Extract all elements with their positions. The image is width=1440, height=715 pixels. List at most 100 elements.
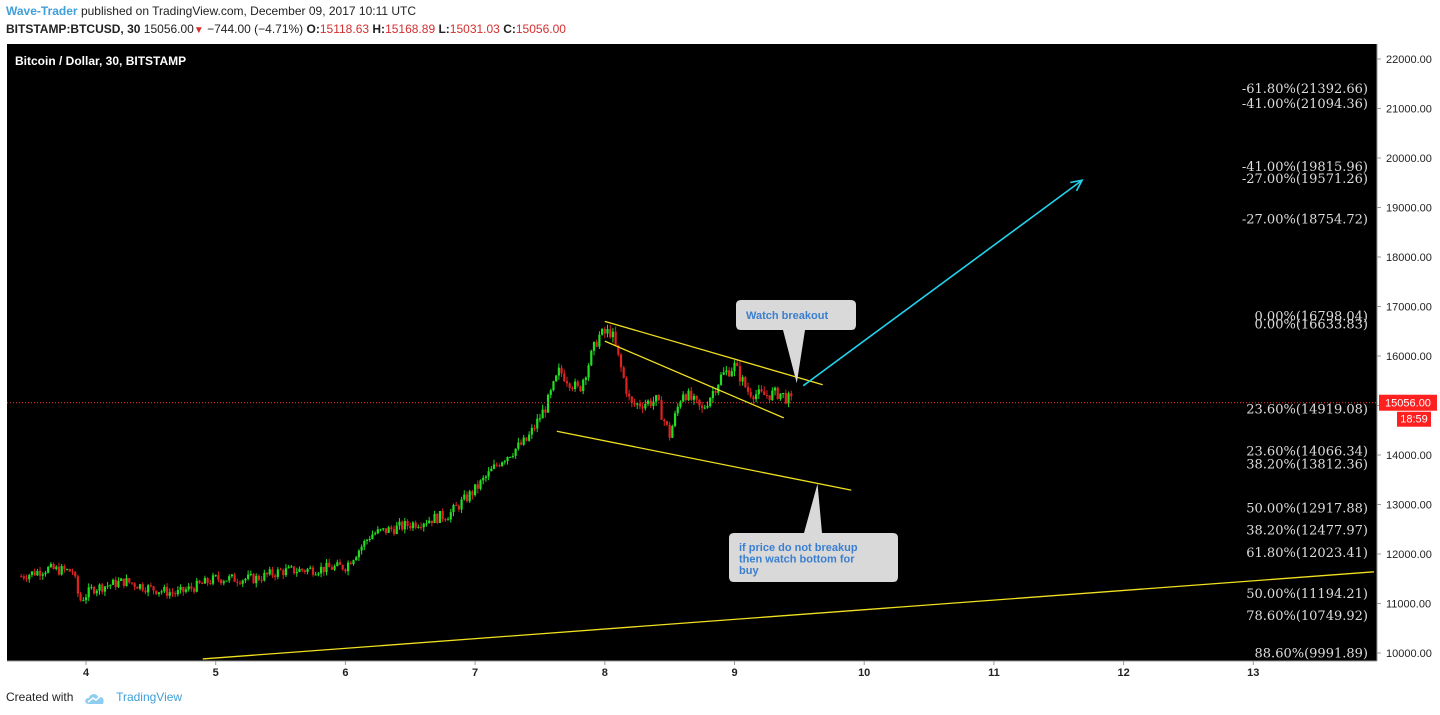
candle-body xyxy=(171,592,174,594)
candle-body xyxy=(482,477,485,481)
candle xyxy=(579,385,582,392)
x-tick-label: 8 xyxy=(602,667,608,679)
fib-level-label: 50.00%(11194.21) xyxy=(1246,587,1368,602)
candle-body xyxy=(760,389,763,392)
candle-body xyxy=(463,494,466,500)
candle xyxy=(444,518,447,522)
candle-body xyxy=(222,581,225,584)
candle-body xyxy=(474,484,477,496)
y-tick-label: 22000.00 xyxy=(1386,54,1432,66)
candle-body xyxy=(122,578,125,586)
candle xyxy=(433,510,436,524)
fib-level-label: 38.20%(12477.97) xyxy=(1246,523,1368,538)
candle xyxy=(533,424,536,432)
candle xyxy=(660,396,663,420)
candle xyxy=(727,367,731,378)
candle xyxy=(238,580,242,586)
candle-body xyxy=(360,546,363,551)
candle-body xyxy=(82,600,85,602)
y-tick-label: 11000.00 xyxy=(1386,599,1431,611)
callout-bottom-buy: if price do not breakup then watch bottom… xyxy=(729,483,898,582)
candle xyxy=(782,392,785,399)
candle xyxy=(576,379,579,388)
candle-body xyxy=(709,397,712,406)
candle xyxy=(255,573,258,588)
candle xyxy=(292,566,296,575)
candle-body xyxy=(63,566,66,570)
candle-body xyxy=(503,461,506,463)
candle xyxy=(182,586,185,596)
candle-body xyxy=(341,564,344,570)
arrow-head-icon xyxy=(1070,179,1084,192)
author-link[interactable]: Wave-Trader xyxy=(6,4,78,18)
candle-body xyxy=(74,572,77,577)
y-tick-label: 12000.00 xyxy=(1386,549,1432,561)
candle xyxy=(174,591,177,598)
candle-body xyxy=(38,570,42,576)
candle xyxy=(379,528,382,532)
candle xyxy=(771,387,774,401)
candle xyxy=(157,592,161,597)
candle-body xyxy=(722,372,725,375)
candle xyxy=(544,406,547,418)
candle xyxy=(746,382,750,395)
candle-body xyxy=(660,400,663,420)
candle xyxy=(622,365,625,379)
candle xyxy=(682,391,685,403)
candle xyxy=(25,574,28,582)
candle xyxy=(328,558,331,568)
candle-body xyxy=(749,391,752,397)
candle-body xyxy=(428,520,431,524)
candle-body xyxy=(571,387,574,390)
candle xyxy=(441,508,444,523)
candle xyxy=(571,386,574,392)
candle-body xyxy=(198,580,201,584)
candle-body xyxy=(98,584,101,591)
trendline-upper-wedge xyxy=(604,320,823,386)
candle xyxy=(276,567,279,580)
candle-body xyxy=(301,568,304,571)
y-tick-label: 16000.00 xyxy=(1386,351,1432,363)
candle-body xyxy=(741,377,744,382)
candle xyxy=(90,584,93,590)
candle xyxy=(530,424,533,439)
fib-level-label: 50.00%(12917.88) xyxy=(1246,502,1368,517)
candle-body xyxy=(730,371,733,377)
candle xyxy=(347,560,350,576)
candle xyxy=(228,574,231,583)
candle xyxy=(260,575,263,584)
candle xyxy=(509,456,512,458)
candle-body xyxy=(663,419,666,422)
candle-body xyxy=(209,583,212,585)
candle xyxy=(279,567,282,571)
candle-body xyxy=(76,576,79,594)
candle-body xyxy=(163,586,166,592)
candle-body xyxy=(79,593,82,601)
candle-body xyxy=(787,393,790,404)
candle xyxy=(47,565,50,574)
candle xyxy=(76,574,79,598)
candle-body xyxy=(430,520,433,524)
candle-body xyxy=(117,580,120,588)
candle-body xyxy=(476,484,479,489)
candle-body xyxy=(501,462,504,467)
publish-line: Wave-Trader published on TradingView.com… xyxy=(6,4,416,18)
tradingview-link[interactable]: TradingView xyxy=(116,690,183,704)
candle xyxy=(784,389,787,405)
candle-body xyxy=(736,362,739,367)
callout-text: if price do not breakup then watch bottom… xyxy=(739,542,858,577)
candle-body xyxy=(333,565,336,570)
candle xyxy=(322,566,325,576)
candle-body xyxy=(763,391,766,395)
candle xyxy=(87,583,90,601)
candle xyxy=(738,361,742,387)
candle-body xyxy=(498,465,501,467)
candle xyxy=(671,424,674,439)
candle xyxy=(706,401,709,409)
price-change: −744.00 (−4.71%) xyxy=(207,22,304,36)
candle xyxy=(382,527,385,532)
candle-body xyxy=(773,387,777,391)
candle-body xyxy=(679,401,682,407)
candle-body xyxy=(782,392,785,394)
